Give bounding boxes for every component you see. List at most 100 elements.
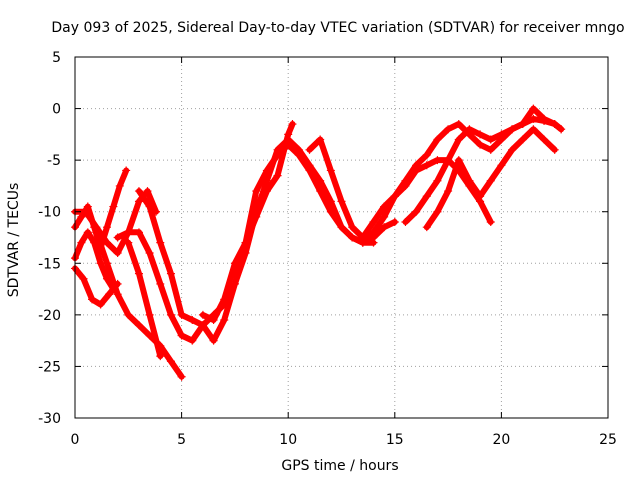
data-point — [486, 176, 495, 185]
data-point — [557, 125, 566, 134]
data-point — [124, 228, 133, 237]
data-series — [422, 125, 559, 232]
data-point — [433, 176, 442, 185]
data-point — [380, 223, 389, 232]
data-point — [358, 238, 367, 247]
data-point — [81, 207, 90, 216]
data-point — [529, 125, 538, 134]
data-point — [92, 228, 101, 237]
data-point — [369, 218, 378, 227]
data-point — [518, 135, 527, 144]
data-point — [401, 181, 410, 190]
tick-marks — [74, 56, 609, 419]
data-point — [252, 187, 261, 196]
data-series — [124, 238, 165, 361]
data-point — [145, 248, 154, 257]
data-point — [508, 125, 517, 134]
data-point — [241, 238, 250, 247]
data-point — [262, 187, 271, 196]
data-point — [316, 135, 325, 144]
data-point — [412, 166, 421, 175]
data-point — [390, 218, 399, 227]
data-point — [79, 274, 88, 283]
data-point — [369, 238, 378, 247]
data-point — [115, 181, 124, 190]
data-point — [188, 316, 197, 325]
data-point — [529, 104, 538, 113]
data-series — [71, 264, 122, 309]
data-point — [465, 176, 474, 185]
data-point — [177, 372, 186, 381]
data-point — [497, 130, 506, 139]
y-tick-labels: 5 0 -5 -10 -15 -20 -25 -30 — [38, 50, 61, 427]
series-trace — [402, 115, 565, 225]
data-series — [71, 228, 118, 294]
data-point — [262, 166, 271, 175]
data-point — [105, 290, 114, 299]
x-tick-label: 25 — [599, 432, 617, 448]
data-point — [305, 145, 314, 154]
data-point — [422, 150, 431, 159]
data-point — [476, 140, 485, 149]
data-point — [102, 238, 111, 247]
data-point — [88, 295, 97, 304]
series-trace — [136, 141, 377, 344]
data-point — [348, 233, 357, 242]
data-point — [454, 120, 463, 129]
data-point — [113, 248, 122, 257]
data-point — [529, 114, 538, 123]
data-point — [540, 116, 549, 125]
y-tick-label: 0 — [52, 102, 61, 118]
data-point — [412, 207, 421, 216]
data-point — [166, 357, 175, 366]
data-point — [422, 161, 431, 170]
y-axis-label: SDTVAR / TECUs — [6, 183, 22, 298]
x-axis-label: GPS time / hours — [281, 458, 398, 474]
data-point — [444, 187, 453, 196]
data-point — [209, 316, 218, 325]
data-point — [143, 187, 152, 196]
data-point — [122, 166, 131, 175]
data-point — [177, 310, 186, 319]
data-point — [316, 187, 325, 196]
data-point — [497, 161, 506, 170]
data-point — [209, 336, 218, 345]
data-point — [433, 207, 442, 216]
data-point — [145, 202, 154, 211]
data-point — [156, 352, 165, 361]
data-point — [508, 145, 517, 154]
data-point — [444, 125, 453, 134]
data-point — [177, 331, 186, 340]
plot-frame — [74, 56, 609, 419]
data-point — [124, 238, 133, 247]
data-point — [518, 120, 527, 129]
data-point — [198, 310, 207, 319]
data-point — [83, 228, 92, 237]
data-point — [422, 192, 431, 201]
x-tick-label: 15 — [386, 432, 404, 448]
data-point — [337, 223, 346, 232]
x-tick-label: 10 — [279, 432, 297, 448]
data-point — [550, 120, 559, 129]
y-tick-label: 5 — [52, 50, 61, 66]
data-point — [230, 279, 239, 288]
data-point — [134, 269, 143, 278]
data-point — [305, 166, 314, 175]
data-layer — [71, 104, 566, 381]
x-tick-label: 0 — [71, 432, 80, 448]
y-tick-label: -15 — [38, 256, 61, 272]
data-point — [156, 279, 165, 288]
data-point — [134, 197, 143, 206]
data-point — [96, 300, 105, 309]
data-series — [92, 228, 186, 381]
data-point — [273, 171, 282, 180]
data-point — [284, 130, 293, 139]
grid — [75, 57, 608, 418]
data-point — [102, 223, 111, 232]
data-point — [486, 145, 495, 154]
data-point — [252, 212, 261, 221]
data-point — [401, 218, 410, 227]
data-point — [113, 290, 122, 299]
data-point — [134, 187, 143, 196]
